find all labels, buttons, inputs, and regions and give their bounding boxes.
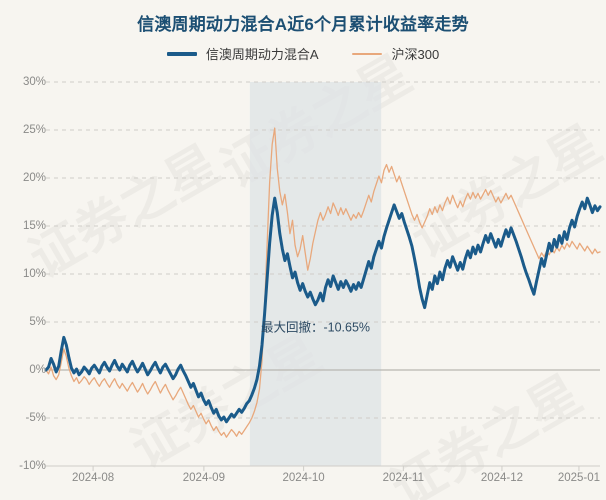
max-drawdown-annotation: 最大回撤：-10.65%: [260, 320, 371, 335]
y-axis-tick-label: 15%: [22, 220, 46, 232]
y-axis-tick-label: 0%: [29, 364, 46, 376]
series-line-index: [45, 127, 601, 438]
page-title: 信澳周期动力混合A近6个月累计收益率走势: [137, 15, 469, 34]
legend-label-fund: 信澳周期动力混合A: [205, 47, 319, 62]
y-axis-labels: -10% -5% 0% 5% 10% 15% 20% 25% 30%: [0, 0, 46, 500]
x-axis-tick-label: 2024-12: [480, 472, 524, 484]
legend-swatch-fund: [166, 51, 197, 56]
x-axis-tick-label: 2025-01: [557, 472, 601, 484]
x-axis-tick-label: 2024-11: [382, 472, 425, 484]
x-axis-tick-label: 2024-10: [282, 472, 325, 484]
y-axis-tick-label: 10%: [22, 268, 46, 280]
y-axis-tick-label: -5%: [25, 412, 46, 424]
series-line-fund: [44, 196, 602, 424]
y-axis-tick-label: 25%: [22, 124, 46, 136]
chart-legend: 信澳周期动力混合A 沪深300: [0, 44, 606, 63]
legend-item-fund[interactable]: 信澳周期动力混合A: [166, 44, 319, 63]
y-axis-tick-label: -10%: [19, 460, 46, 472]
x-axis-tick-label: 2024-08: [71, 472, 115, 484]
legend-item-index[interactable]: 沪深300: [352, 44, 439, 63]
y-axis-tick-label: 5%: [29, 316, 46, 328]
y-axis-tick-label: 30%: [22, 76, 46, 88]
legend-swatch-index: [352, 52, 383, 55]
x-axis-tick-label: 2024-09: [182, 472, 225, 484]
y-axis-tick-label: 20%: [22, 172, 46, 184]
legend-label-index: 沪深300: [391, 47, 440, 62]
